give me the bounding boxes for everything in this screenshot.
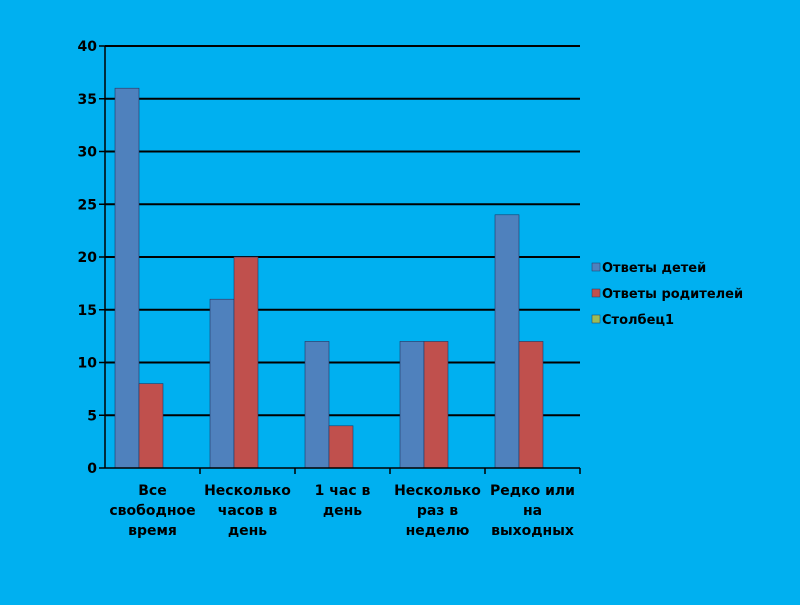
x-category-label: 1 час в день [315,483,371,519]
y-tick-label: 40 [78,39,98,55]
x-category-label: Несколько часов в день [204,483,291,539]
bar [114,87,140,469]
x-category-label-line: 1 час в [315,483,371,499]
bar [138,383,164,469]
legend: Ответы детей Ответы родителей Столбец1 [591,261,743,328]
y-tick-label: 20 [78,250,98,266]
legend-swatch [591,314,601,324]
x-category-label-line: Редко или [490,483,575,499]
y-tick-label: 35 [78,92,97,108]
x-category-label-line: часов в [218,503,278,519]
y-tick-label: 30 [78,145,98,161]
x-category-label-line: Несколько [394,483,481,499]
legend-label: Столбец1 [602,313,674,328]
legend-swatch [591,262,601,272]
x-category-label-line: свободное [109,503,195,519]
x-category-label-line: раз в [417,503,458,519]
bar [423,341,449,469]
x-category-label-line: на [523,503,542,519]
x-category-label: Все свободное время [109,483,195,539]
bar [304,341,330,469]
y-tick-label: 25 [78,197,97,213]
x-category-label: Редко или на выходных [490,483,575,539]
bars [114,87,544,469]
axes [99,45,581,474]
grid-lines [105,45,580,417]
x-category-label-line: день [323,503,362,519]
x-category-label-line: Несколько [204,483,291,499]
legend-swatch [591,288,601,298]
bar [209,298,235,469]
x-category-label-line: выходных [491,523,574,539]
bar [518,341,544,469]
bar [328,425,354,469]
legend-label: Ответы родителей [602,287,743,302]
y-tick-label: 0 [87,461,97,477]
bar [494,214,520,469]
bar [233,256,259,469]
legend-label: Ответы детей [602,261,706,276]
x-category-label-line: неделю [406,523,470,539]
y-tick-label: 5 [87,408,97,424]
x-category-label-line: день [228,523,267,539]
x-category-label-line: Все [138,483,166,499]
x-category-label: Несколько раз в неделю [394,483,481,539]
y-tick-label: 15 [78,303,97,319]
x-category-label-line: время [128,523,177,539]
y-tick-label: 10 [78,356,98,372]
y-axis-tick-labels: 0 5 10 15 20 25 30 35 40 [78,39,98,477]
bar [399,341,425,469]
